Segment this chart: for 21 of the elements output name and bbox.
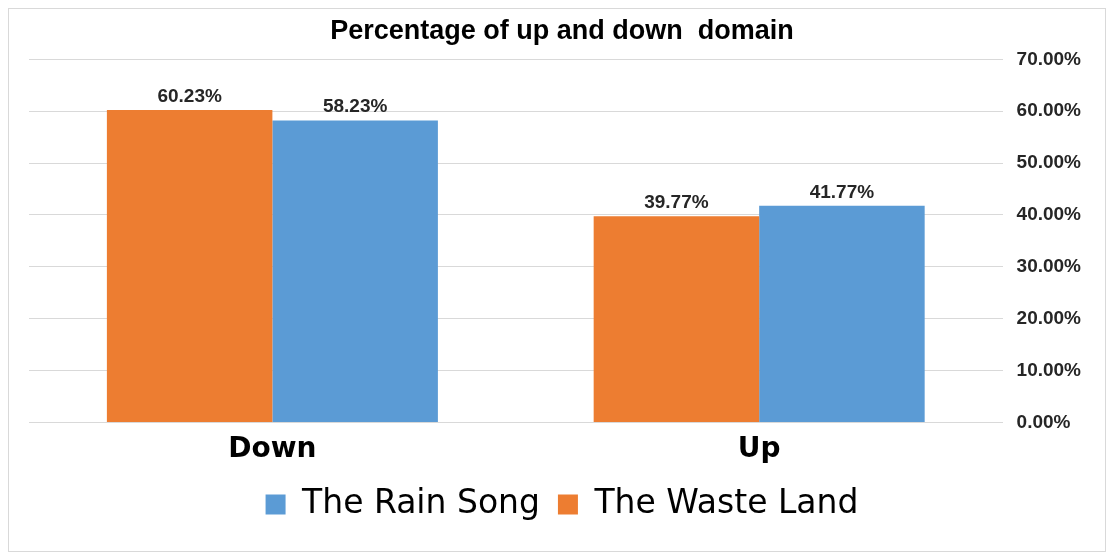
data-label: 58.23% bbox=[322, 95, 388, 117]
legend-label: The Rain Song bbox=[301, 482, 540, 522]
y-tick-label: 0.00% bbox=[1016, 410, 1071, 432]
y-tick-label: 10.00% bbox=[1016, 358, 1082, 380]
y-tick-label: 60.00% bbox=[1016, 99, 1082, 121]
data-label: 60.23% bbox=[157, 84, 222, 106]
bar bbox=[593, 216, 760, 422]
x-tick-label: Up bbox=[737, 431, 781, 465]
chart-title: Percentage of up and down domain bbox=[330, 14, 794, 45]
data-label: 41.77% bbox=[809, 180, 875, 202]
y-tick-label: 70.00% bbox=[1016, 47, 1082, 69]
y-tick-label: 50.00% bbox=[1016, 151, 1082, 173]
data-label: 39.77% bbox=[644, 190, 709, 212]
x-tick-label: Down bbox=[228, 431, 317, 465]
legend-label: The Waste Land bbox=[593, 482, 859, 522]
y-tick-label: 30.00% bbox=[1016, 255, 1082, 277]
bar bbox=[106, 110, 273, 422]
y-tick-label: 40.00% bbox=[1016, 203, 1082, 225]
bar bbox=[272, 120, 438, 422]
bar bbox=[759, 205, 925, 422]
y-tick-label: 20.00% bbox=[1016, 306, 1082, 328]
